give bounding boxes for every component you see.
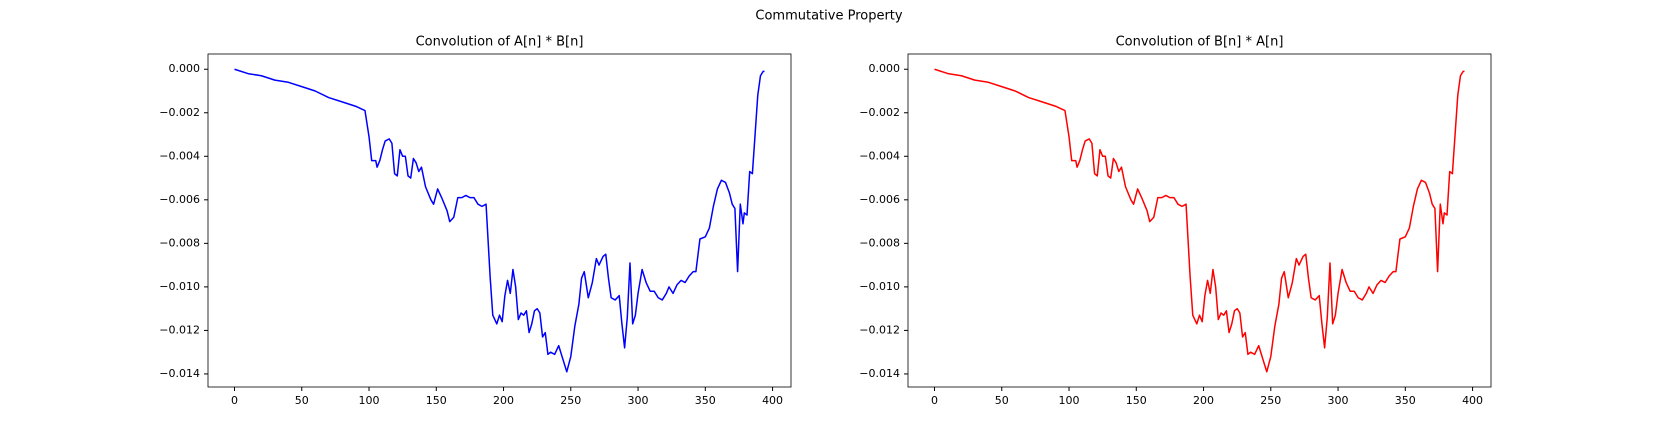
x-tick-label: 150	[426, 394, 447, 407]
x-tick-label: 350	[695, 394, 716, 407]
y-tick-label: −0.006	[159, 193, 200, 206]
y-tick-label: −0.002	[159, 106, 200, 119]
x-tick-label: 50	[995, 394, 1009, 407]
x-tick-label: 250	[560, 394, 581, 407]
x-tick-label: 400	[762, 394, 783, 407]
x-tick-label: 100	[359, 394, 380, 407]
y-tick-label: −0.008	[859, 236, 900, 249]
y-tick-label: −0.006	[859, 193, 900, 206]
axes-title: Convolution of A[n] * B[n]	[416, 35, 584, 50]
x-tick-label: 50	[295, 394, 309, 407]
x-tick-label: 300	[1328, 394, 1349, 407]
line	[934, 68, 1465, 373]
y-tick-label: −0.012	[159, 323, 200, 336]
y-tick-label: −0.010	[859, 280, 900, 293]
x-tick-label: 100	[1059, 394, 1080, 407]
axes-title: Convolution of B[n] * A[n]	[1116, 35, 1284, 50]
y-tick-label: −0.004	[159, 149, 200, 162]
x-tick-label: 200	[1193, 394, 1214, 407]
y-tick-label: 0.000	[169, 62, 201, 75]
y-tick-label: −0.014	[159, 367, 200, 380]
line	[234, 68, 765, 373]
y-tick-label: −0.010	[159, 280, 200, 293]
axes-frame	[207, 53, 792, 388]
x-tick-label: 0	[931, 394, 938, 407]
x-tick-label: 200	[493, 394, 514, 407]
y-tick-label: −0.008	[159, 236, 200, 249]
x-tick-label: 150	[1126, 394, 1147, 407]
y-tick-label: −0.002	[859, 106, 900, 119]
axes-frame	[907, 53, 1492, 388]
figure-title: Commutative Property	[755, 9, 903, 24]
x-tick-label: 400	[1462, 394, 1483, 407]
x-tick-label: 350	[1395, 394, 1416, 407]
y-tick-label: −0.004	[859, 149, 900, 162]
y-tick-label: −0.014	[859, 367, 900, 380]
x-tick-label: 300	[628, 394, 649, 407]
y-tick-label: 0.000	[869, 62, 901, 75]
x-tick-label: 0	[231, 394, 238, 407]
y-tick-label: −0.012	[859, 323, 900, 336]
x-tick-label: 250	[1260, 394, 1281, 407]
